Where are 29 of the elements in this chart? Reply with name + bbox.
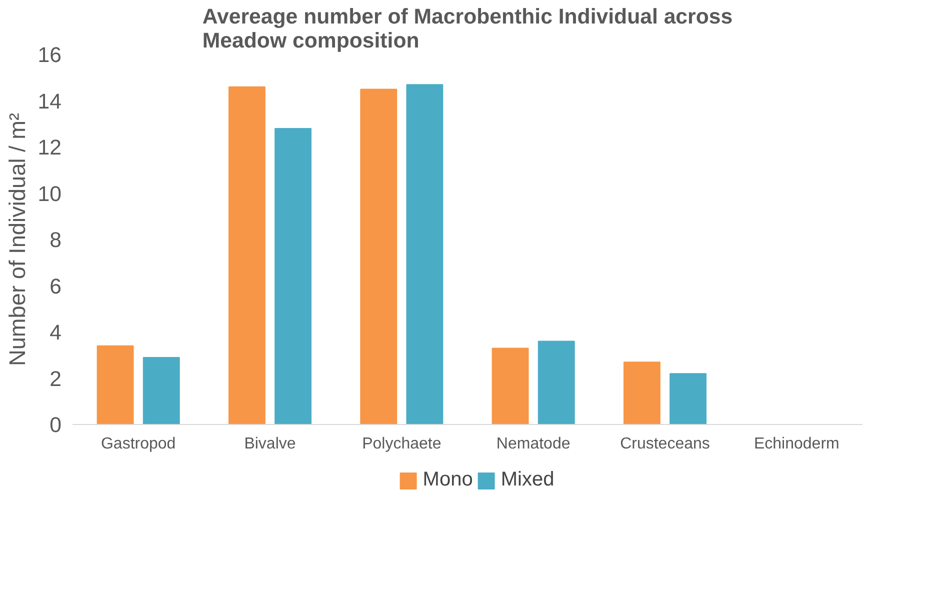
y-tick-label: 14 <box>38 89 62 114</box>
bar <box>274 128 312 424</box>
y-tick-label: 6 <box>50 274 62 298</box>
bar <box>360 88 398 424</box>
y-axis-title: Number of Individual / m² <box>4 112 30 366</box>
x-tick-label: Gastropod <box>100 436 176 452</box>
x-tick-label: Polychaete <box>362 436 442 452</box>
bar <box>623 362 660 424</box>
x-tick-label: Crusteceans <box>620 436 710 452</box>
bar <box>96 345 134 424</box>
bar <box>538 340 575 424</box>
y-tick-label: 2 <box>50 366 62 391</box>
chart-title: Avereage number of Macrobenthic Individual across Meadow composition <box>202 4 733 52</box>
legend-label: Mono <box>422 468 473 492</box>
x-tick-label: Bivalve <box>244 436 296 452</box>
y-tick-label: 10 <box>38 182 62 206</box>
x-tick-label: Echinoderm <box>754 436 840 452</box>
legend-label: Mixed <box>500 468 554 492</box>
x-tick-label: Nematode <box>496 436 570 452</box>
y-tick-label: 16 <box>38 43 62 67</box>
y-tick-label: 12 <box>38 136 62 160</box>
y-tick-label: 0 <box>50 413 62 437</box>
bar <box>406 84 444 424</box>
bar <box>670 373 707 424</box>
y-tick-label: 8 <box>50 228 62 252</box>
bar <box>142 356 180 424</box>
y-tick-label: 4 <box>50 320 62 344</box>
bar <box>228 86 266 424</box>
bar <box>492 348 529 424</box>
